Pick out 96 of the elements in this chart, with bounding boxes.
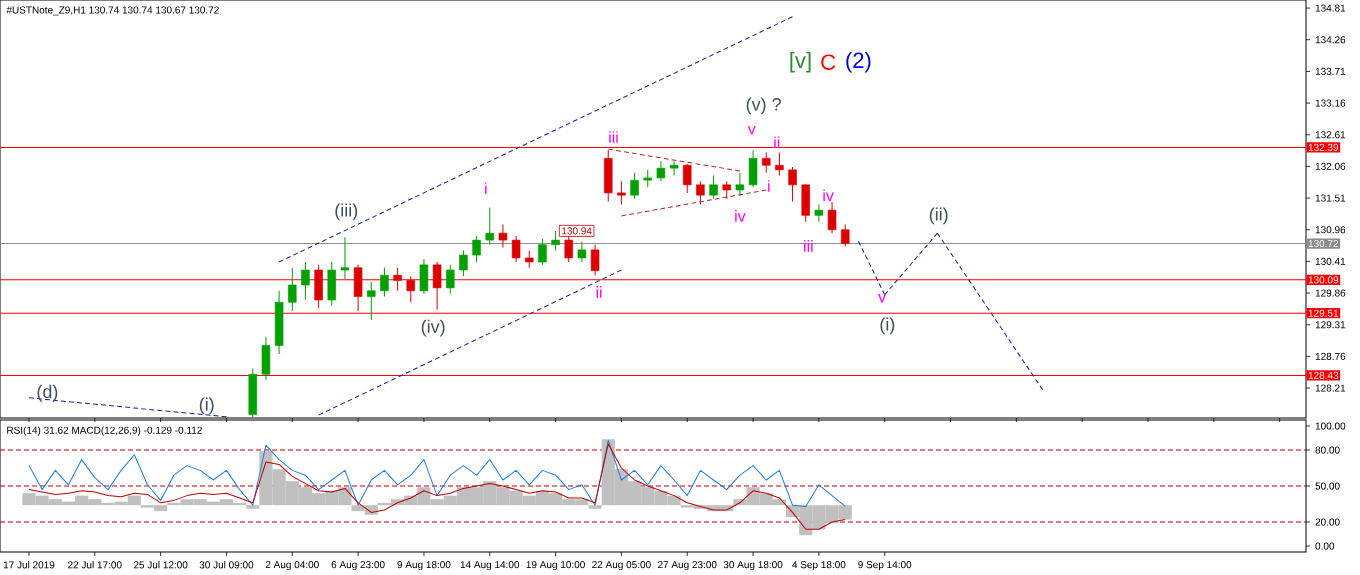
annotation: iii [609, 131, 618, 143]
y-tick-label: 132.06 [1315, 162, 1346, 170]
annotation: (2) [846, 51, 871, 73]
bar [246, 505, 260, 509]
x-tick-label: 30 Aug 18:00 [723, 561, 783, 571]
candlestick [498, 224, 508, 249]
candlestick [840, 224, 850, 247]
y-tick-label: 128.76 [1315, 352, 1346, 360]
candlestick [709, 175, 718, 200]
x-tick-label: 14 Aug 14:00 [460, 561, 520, 571]
y-tick-label: 80.00 [1315, 446, 1340, 454]
candlestick [288, 267, 297, 312]
candlestick [380, 267, 389, 298]
y-tick-label: 134.26 [1315, 36, 1346, 44]
annotation: i [485, 182, 487, 195]
annotation: (v) ? [746, 97, 781, 115]
x-tick-label: 6 Aug 23:00 [331, 561, 385, 571]
candlestick [406, 275, 416, 303]
y-tick-label: 129.31 [1315, 321, 1346, 329]
annotation: v [747, 125, 756, 135]
y-tick-label: 130.96 [1315, 226, 1346, 234]
annotation: C [821, 54, 836, 70]
y-tick-label: 133.16 [1315, 99, 1346, 107]
y-tick-label: 20.00 [1315, 518, 1340, 526]
x-tick-label: 22 Aug 05:00 [592, 561, 651, 571]
candlestick [511, 235, 521, 263]
candlestick [630, 172, 639, 200]
annotation: iv [823, 189, 834, 201]
annotation: (iii) [335, 203, 358, 221]
candlestick [775, 152, 784, 177]
x-tick-label: 19 Aug 10:00 [526, 561, 585, 571]
annotation: (d) [37, 384, 58, 402]
y-tick-label: 134.81 [1315, 4, 1346, 12]
ref-line-label: 132.39 [1308, 143, 1339, 151]
ref-line-label: 130.72 [1308, 240, 1339, 248]
annotation: iii [804, 240, 813, 252]
text: RSI(14) 31.62 MACD(12,26,9) -0.129 -0.112 [7, 426, 202, 436]
x-tick-label: 2 Aug 04:00 [265, 561, 319, 571]
annotation: i [768, 180, 770, 192]
annotation: 130.94 [562, 227, 592, 235]
ref-line-label: 128.43 [1308, 371, 1339, 379]
x-tick-label: 9 Aug 18:00 [397, 561, 451, 571]
candlestick [301, 261, 310, 300]
y-tick-label: 133.71 [1315, 67, 1346, 75]
candlestick [761, 152, 771, 174]
text: #USTNote_Z9,H1 130.74 130.74 130.67 130.72 [6, 6, 219, 16]
bar [588, 505, 602, 509]
annotation: (i) [880, 317, 895, 335]
candlestick [788, 166, 797, 203]
x-tick-label: 25 Jul 12:00 [133, 561, 188, 569]
y-tick-label: 100.00 [1315, 422, 1346, 430]
annotation: [v] [790, 51, 811, 73]
y-tick-label: 131.51 [1315, 194, 1346, 202]
ref-line-label: 129.51 [1308, 309, 1339, 317]
candlestick [459, 249, 468, 277]
candlestick [656, 160, 666, 182]
candlestick [735, 172, 745, 197]
y-tick-label: 0.00 [1315, 542, 1335, 550]
candlestick [472, 235, 481, 263]
candlestick [367, 281, 376, 321]
annotation: (ii) [929, 207, 948, 225]
annotation: ii [596, 286, 602, 298]
candlestick [617, 180, 626, 205]
candlestick [590, 244, 600, 276]
y-tick-label: 132.61 [1315, 131, 1346, 139]
y-tick-label: 128.21 [1315, 384, 1346, 392]
x-tick-label: 30 Jul 09:00 [199, 561, 254, 569]
candlestick [564, 235, 573, 263]
candlestick [538, 238, 547, 266]
y-tick-label: 129.86 [1315, 289, 1346, 297]
candlestick [577, 241, 587, 263]
candlestick [446, 264, 455, 295]
annotation: iv [735, 210, 746, 222]
y-tick-label: 130.41 [1315, 257, 1346, 265]
candlestick [814, 203, 824, 223]
candlestick [432, 261, 442, 311]
ref-line-label: 130.09 [1308, 276, 1339, 284]
candlestick [682, 163, 692, 194]
line-series [28, 439, 846, 507]
x-tick-label: 4 Sep 18:00 [792, 561, 846, 571]
candlestick [827, 201, 837, 234]
x-tick-label: 22 Jul 17:00 [68, 561, 122, 569]
annotation: (i) [199, 397, 214, 415]
candlestick [340, 236, 350, 280]
x-tick-label: 27 Aug 23:00 [657, 561, 717, 571]
annotation: (iv) [421, 319, 445, 337]
candlestick [669, 160, 679, 177]
candlestick [485, 207, 495, 246]
y-tick-label: 50.00 [1315, 482, 1340, 490]
annotation: ii [774, 136, 780, 149]
candlestick [696, 180, 705, 205]
annotation: v [878, 294, 887, 303]
x-tick-label: 9 Sep 14:00 [858, 561, 912, 571]
candlestick [393, 267, 402, 292]
x-tick-label: 17 Jul 2019 [3, 561, 55, 569]
candlestick [551, 230, 560, 251]
